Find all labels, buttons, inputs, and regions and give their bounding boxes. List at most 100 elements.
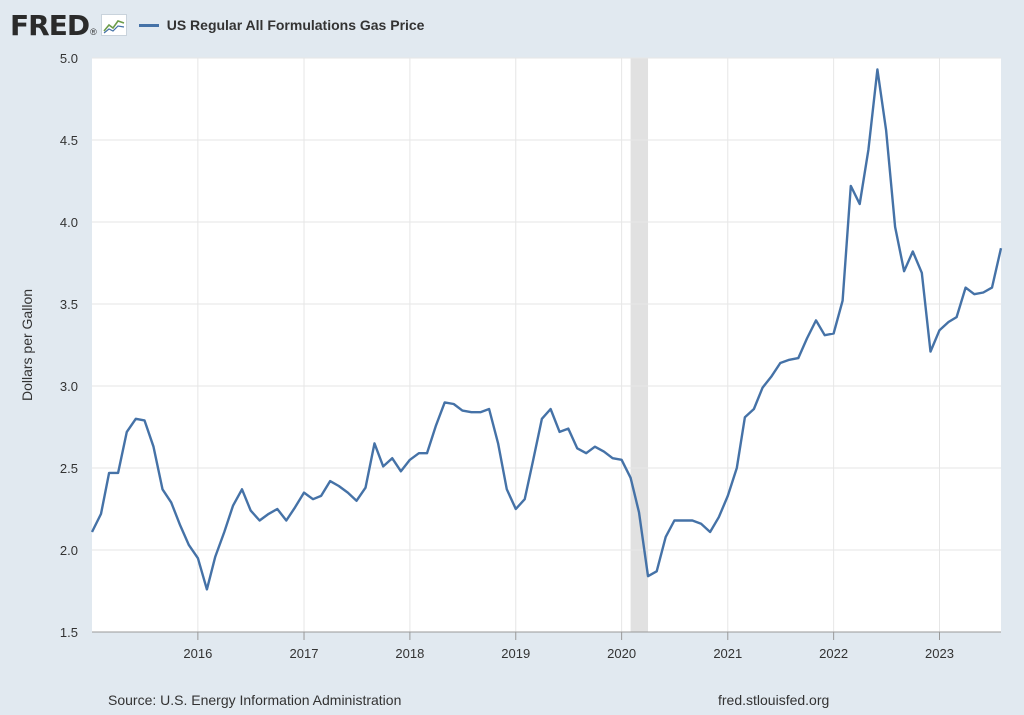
data-point[interactable] [698, 521, 704, 527]
data-point[interactable] [989, 285, 995, 291]
data-point[interactable] [522, 496, 528, 502]
data-point[interactable] [159, 486, 165, 492]
data-point[interactable] [98, 511, 104, 517]
data-point[interactable] [937, 327, 943, 333]
data-point[interactable] [266, 511, 272, 517]
data-point[interactable] [663, 534, 669, 540]
data-point[interactable] [601, 449, 607, 455]
data-point[interactable] [513, 506, 519, 512]
data-point[interactable] [89, 529, 95, 535]
data-point[interactable] [848, 183, 854, 189]
data-point[interactable] [548, 406, 554, 412]
data-point[interactable] [133, 416, 139, 422]
data-point[interactable] [777, 360, 783, 366]
data-point[interactable] [372, 440, 378, 446]
data-point[interactable] [725, 493, 731, 499]
data-point[interactable] [416, 450, 422, 456]
data-point[interactable] [840, 298, 846, 304]
data-point[interactable] [769, 373, 775, 379]
data-point[interactable] [671, 517, 677, 523]
data-point[interactable] [795, 355, 801, 361]
data-point[interactable] [212, 554, 218, 560]
data-point[interactable] [468, 409, 474, 415]
data-point[interactable] [874, 66, 880, 72]
data-point[interactable] [804, 335, 810, 341]
data-point[interactable] [760, 385, 766, 391]
data-point[interactable] [619, 457, 625, 463]
data-point[interactable] [734, 465, 740, 471]
data-point[interactable] [239, 486, 245, 492]
data-point[interactable] [380, 463, 386, 469]
data-point[interactable] [168, 499, 174, 505]
data-point[interactable] [645, 573, 651, 579]
data-point[interactable] [680, 517, 686, 523]
data-point[interactable] [786, 357, 792, 363]
data-point[interactable] [230, 503, 236, 509]
data-point[interactable] [946, 319, 952, 325]
data-point[interactable] [539, 416, 545, 422]
data-point[interactable] [115, 470, 121, 476]
data-point[interactable] [495, 440, 501, 446]
data-point[interactable] [398, 468, 404, 474]
data-point[interactable] [407, 457, 413, 463]
data-point[interactable] [363, 485, 369, 491]
data-point[interactable] [318, 493, 324, 499]
data-point[interactable] [442, 399, 448, 405]
data-point[interactable] [901, 268, 907, 274]
data-point[interactable] [857, 201, 863, 207]
data-point[interactable] [865, 147, 871, 153]
data-point[interactable] [204, 586, 210, 592]
data-point[interactable] [257, 517, 263, 523]
data-point[interactable] [883, 127, 889, 133]
fred-logo[interactable]: FRED ® [10, 9, 127, 42]
data-point[interactable] [689, 517, 695, 523]
data-point[interactable] [292, 504, 298, 510]
data-point[interactable] [583, 450, 589, 456]
data-point[interactable] [141, 417, 147, 423]
data-point[interactable] [707, 529, 713, 535]
data-point[interactable] [530, 458, 536, 464]
data-point[interactable] [106, 470, 112, 476]
data-point[interactable] [628, 475, 634, 481]
data-point[interactable] [963, 285, 969, 291]
data-point[interactable] [742, 414, 748, 420]
data-point[interactable] [177, 522, 183, 528]
data-point[interactable] [433, 422, 439, 428]
data-point[interactable] [954, 314, 960, 320]
data-point[interactable] [831, 331, 837, 337]
data-point[interactable] [928, 349, 934, 355]
data-point[interactable] [998, 245, 1004, 251]
data-point[interactable] [504, 486, 510, 492]
data-point[interactable] [459, 408, 465, 414]
data-point[interactable] [557, 429, 563, 435]
data-point[interactable] [822, 332, 828, 338]
data-point[interactable] [345, 490, 351, 496]
data-point[interactable] [813, 317, 819, 323]
data-point[interactable] [327, 478, 333, 484]
data-point[interactable] [424, 450, 430, 456]
source-link[interactable]: fred.stlouisfed.org [718, 692, 830, 708]
data-point[interactable] [336, 483, 342, 489]
data-point[interactable] [980, 290, 986, 296]
data-point[interactable] [636, 509, 642, 515]
data-point[interactable] [610, 455, 616, 461]
data-point[interactable] [221, 529, 227, 535]
data-point[interactable] [283, 517, 289, 523]
data-point[interactable] [301, 490, 307, 496]
data-point[interactable] [354, 498, 360, 504]
data-point[interactable] [751, 406, 757, 412]
data-point[interactable] [592, 444, 598, 450]
data-point[interactable] [389, 455, 395, 461]
data-point[interactable] [565, 426, 571, 432]
data-point[interactable] [477, 409, 483, 415]
data-point[interactable] [150, 444, 156, 450]
data-point[interactable] [971, 291, 977, 297]
data-point[interactable] [124, 429, 130, 435]
data-point[interactable] [654, 568, 660, 574]
data-point[interactable] [248, 508, 254, 514]
data-point[interactable] [716, 514, 722, 520]
data-point[interactable] [310, 496, 316, 502]
data-point[interactable] [451, 401, 457, 407]
data-point[interactable] [274, 506, 280, 512]
data-point[interactable] [574, 445, 580, 451]
